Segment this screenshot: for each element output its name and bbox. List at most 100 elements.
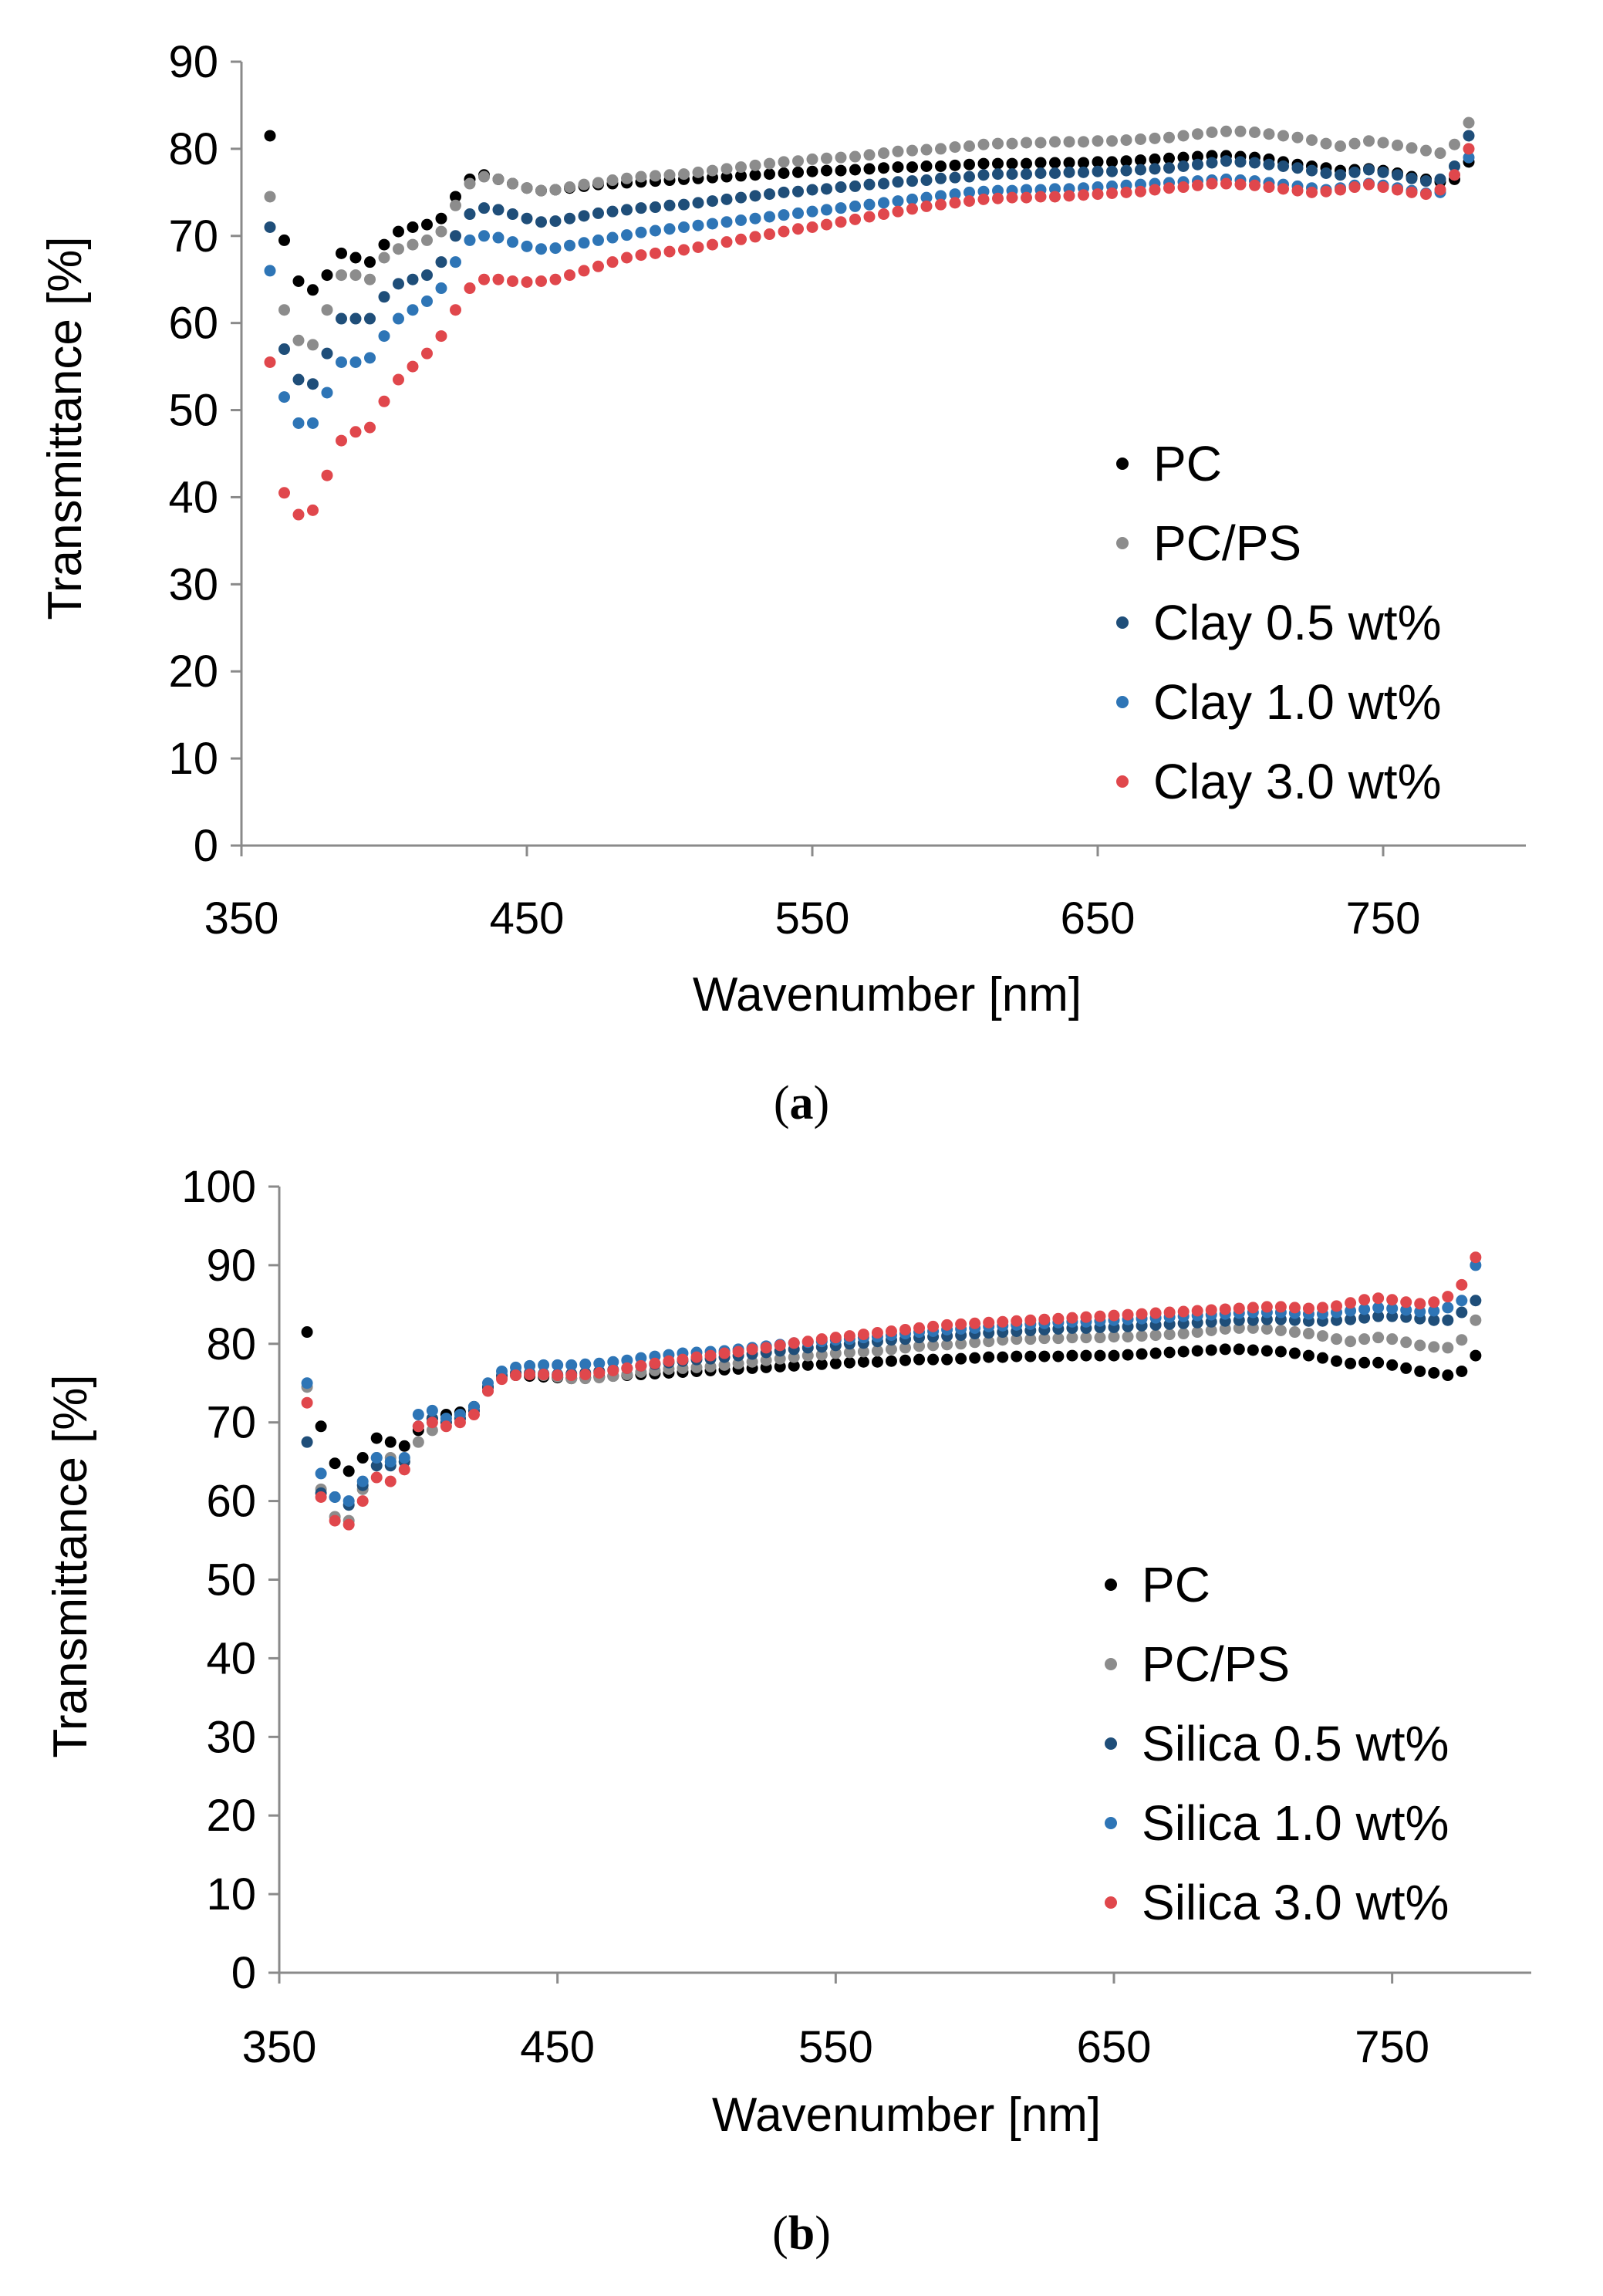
- data-point: [718, 1347, 731, 1359]
- data-point: [552, 1369, 564, 1382]
- data-point: [778, 167, 790, 179]
- data-point: [478, 273, 490, 285]
- y-tick-label: 50: [206, 1555, 256, 1606]
- data-point: [464, 208, 476, 221]
- chart-panel-b: 0 10 20 30 40 50 60 70 80 90 100 350 450 550 650 750 P…: [44, 1162, 1531, 2260]
- data-point: [1372, 1310, 1385, 1322]
- data-point: [821, 183, 832, 195]
- data-point: [1021, 137, 1032, 149]
- data-point: [564, 239, 575, 252]
- data-point: [849, 180, 861, 192]
- data-point: [935, 198, 947, 211]
- data-point: [1463, 151, 1475, 164]
- data-point: [1063, 157, 1075, 169]
- data-point: [1006, 191, 1018, 204]
- data-point: [1456, 1306, 1468, 1319]
- data-point: [977, 169, 990, 181]
- data-point: [1108, 1331, 1120, 1343]
- data-point: [863, 149, 876, 161]
- data-point: [863, 163, 876, 175]
- data-point: [1317, 1352, 1328, 1364]
- x-tick-label: 350: [242, 2022, 317, 2072]
- data-point: [1192, 158, 1203, 171]
- panel-label-b: b: [788, 2207, 815, 2260]
- data-point: [1463, 116, 1475, 129]
- y-tick-label: 100: [181, 1162, 256, 1212]
- data-point: [1177, 130, 1190, 142]
- x-tick-label: 650: [1077, 2022, 1152, 2072]
- panel-caption-b: (b): [772, 2207, 831, 2260]
- data-point: [1006, 137, 1018, 150]
- data-point: [806, 165, 818, 177]
- y-tick-label: 60: [168, 299, 218, 349]
- data-point: [1106, 187, 1118, 199]
- data-point: [1288, 1326, 1301, 1339]
- data-point: [663, 199, 676, 211]
- data-point: [321, 269, 333, 282]
- data-point: [1163, 1346, 1176, 1359]
- data-point: [307, 504, 319, 516]
- data-point: [678, 198, 690, 211]
- data-point: [1177, 1346, 1190, 1358]
- data-point: [492, 204, 505, 216]
- data-point: [1011, 1315, 1023, 1327]
- data-point: [384, 1436, 397, 1448]
- y-tick-label: 0: [194, 821, 218, 871]
- data-point: [370, 1452, 383, 1464]
- data-point: [692, 241, 704, 253]
- data-point: [949, 171, 961, 184]
- data-point: [552, 1359, 564, 1371]
- data-point: [1434, 147, 1446, 160]
- data-point: [1345, 1313, 1357, 1325]
- data-point: [393, 243, 404, 255]
- data-point: [412, 1420, 424, 1433]
- data-point: [635, 171, 647, 183]
- data-point: [1120, 155, 1132, 167]
- data-point: [621, 204, 633, 216]
- legend-label: PC: [1153, 436, 1222, 491]
- data-point: [1021, 168, 1032, 181]
- data-point: [1392, 169, 1403, 181]
- data-point: [1094, 1310, 1106, 1322]
- legend-marker: [1116, 775, 1129, 788]
- y-tick-label: 20: [168, 647, 218, 697]
- data-point: [935, 172, 947, 184]
- data-point: [478, 230, 490, 242]
- data-point: [435, 225, 447, 238]
- data-point: [835, 151, 847, 164]
- data-point: [778, 209, 790, 221]
- data-point: [1442, 1314, 1454, 1326]
- y-tick-label: 40: [168, 472, 218, 522]
- data-point: [478, 202, 490, 214]
- data-point: [949, 159, 961, 171]
- data-point: [732, 1346, 744, 1358]
- data-point: [1372, 1292, 1385, 1305]
- data-point: [1135, 133, 1146, 145]
- y-tick-label: 80: [206, 1319, 256, 1369]
- data-point: [450, 256, 461, 268]
- data-point: [1277, 183, 1289, 195]
- data-point: [849, 150, 861, 163]
- data-point: [343, 1495, 355, 1508]
- data-point: [806, 221, 818, 233]
- data-point: [1348, 137, 1361, 150]
- data-point: [464, 282, 476, 295]
- data-point: [1163, 131, 1175, 144]
- data-point: [1092, 156, 1104, 168]
- x-tick-label: 450: [520, 2022, 595, 2072]
- data-point: [426, 1404, 438, 1416]
- data-point: [364, 352, 376, 364]
- data-point: [1317, 1302, 1328, 1314]
- data-point: [1291, 162, 1304, 174]
- data-point: [407, 238, 419, 251]
- data-point: [969, 1317, 981, 1329]
- data-point: [578, 178, 590, 191]
- data-point: [802, 1335, 814, 1348]
- y-tick-label: 30: [206, 1712, 256, 1762]
- data-point: [920, 200, 933, 212]
- data-point: [650, 225, 661, 237]
- data-point: [1034, 157, 1047, 169]
- data-point: [606, 174, 619, 187]
